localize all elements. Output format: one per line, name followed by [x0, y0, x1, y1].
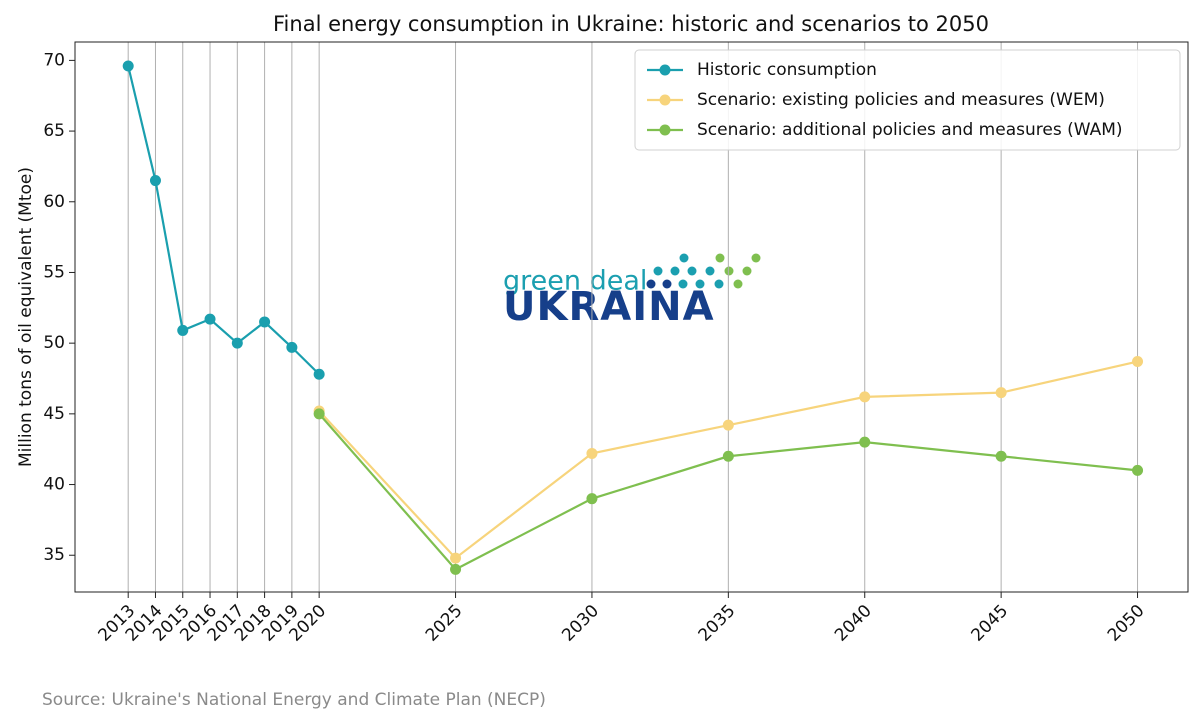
- data-point: [995, 387, 1007, 399]
- data-point: [586, 493, 598, 505]
- x-tick-label: 2030: [558, 601, 603, 646]
- logo-top: green deal: [503, 266, 647, 297]
- series: [313, 356, 1144, 564]
- series: [122, 60, 325, 380]
- y-tick-label: 55: [43, 262, 65, 282]
- y-tick-label: 45: [43, 404, 65, 424]
- data-point: [450, 552, 462, 564]
- data-point: [722, 419, 734, 431]
- y-tick-label: 70: [43, 50, 65, 70]
- logo-main: UKRAINA: [503, 284, 715, 330]
- x-tick-label: 2025: [422, 601, 467, 646]
- legend-marker: [659, 64, 671, 76]
- data-point: [586, 447, 598, 459]
- data-point: [231, 337, 243, 349]
- legend-label: Historic consumption: [697, 60, 877, 80]
- logo-dots: [646, 253, 761, 289]
- y-tick-label: 60: [43, 192, 65, 212]
- x-tick-label: 2035: [695, 601, 740, 646]
- data-point: [450, 563, 462, 575]
- y-tick-label: 35: [43, 545, 65, 565]
- y-tick-label: 50: [43, 333, 65, 353]
- data-point: [313, 408, 325, 420]
- chart-title: Final energy consumption in Ukraine: his…: [273, 12, 989, 36]
- legend-label: Scenario: existing policies and measures…: [697, 90, 1105, 110]
- data-point: [286, 341, 298, 353]
- series-line: [127, 65, 320, 376]
- y-tick-label: 65: [43, 121, 65, 141]
- source-note: Source: Ukraine's National Energy and Cl…: [42, 690, 546, 710]
- data-point: [722, 450, 734, 462]
- data-point: [859, 436, 871, 448]
- x-tick-label: 2040: [831, 601, 876, 646]
- y-axis-label: Million tons of oil equivalent (Mtoe): [16, 167, 36, 467]
- legend-marker: [659, 124, 671, 136]
- legend: Historic consumption Scenario: existing p…: [634, 49, 1181, 151]
- legend-box: [634, 49, 1181, 151]
- x-tick-label: 2045: [967, 601, 1012, 646]
- data-point: [1132, 464, 1144, 476]
- data-point: [122, 60, 134, 72]
- data-point: [859, 391, 871, 403]
- x-tick-label: 2050: [1104, 601, 1149, 646]
- data-point: [177, 324, 189, 336]
- data-point: [1132, 356, 1144, 368]
- data-point: [259, 316, 271, 328]
- plot-frame: [74, 41, 1189, 593]
- data-point: [313, 368, 325, 380]
- data-point: [149, 175, 161, 187]
- legend-label: Scenario: additional policies and measur…: [697, 120, 1123, 140]
- series: [313, 408, 1144, 575]
- logo: green deal UKRAINA: [503, 253, 761, 330]
- data-point: [204, 313, 216, 325]
- legend-marker: [659, 94, 671, 106]
- y-tick-label: 40: [43, 475, 65, 495]
- data-point: [995, 450, 1007, 462]
